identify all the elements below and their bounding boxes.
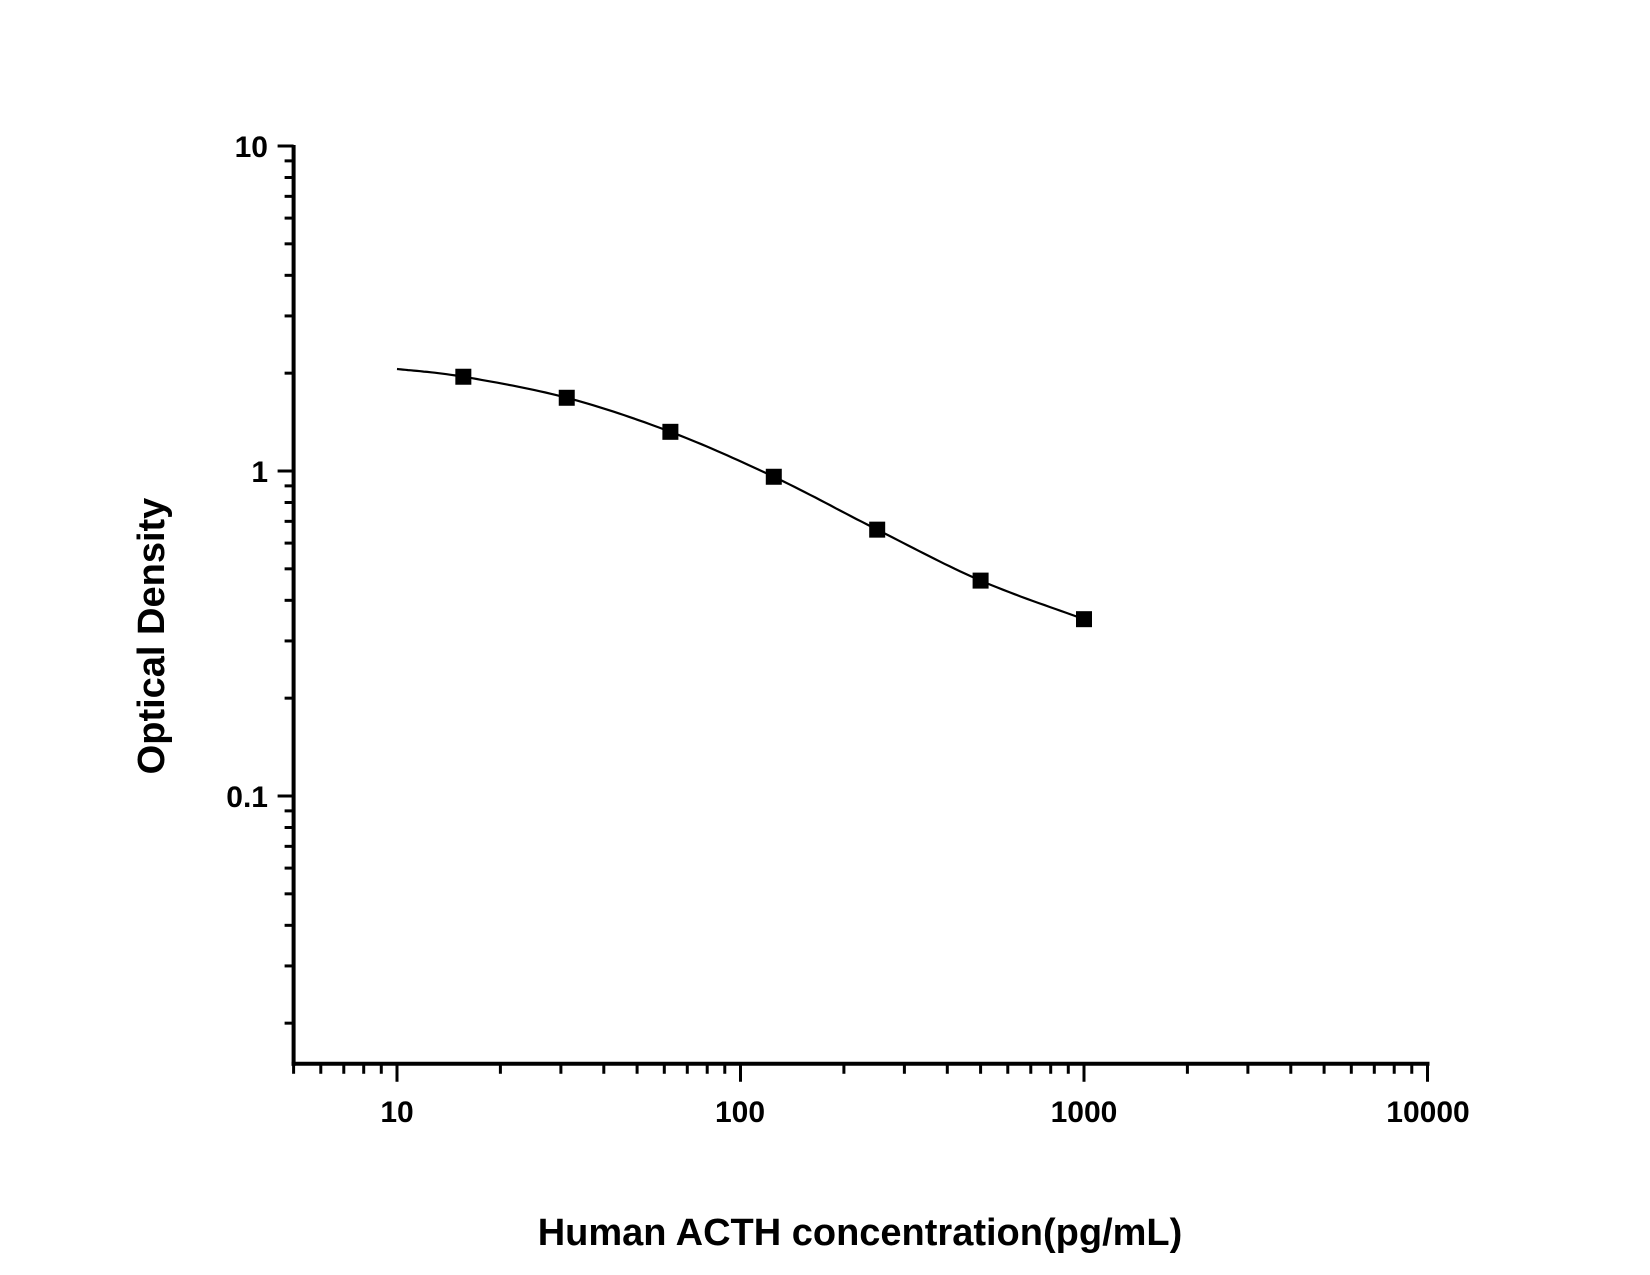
x-tick-label-100: 100 (715, 1096, 765, 1129)
data-point-marker (869, 521, 886, 538)
x-tick-label-10000: 10000 (1386, 1096, 1469, 1129)
x-axis-ticks (292, 1063, 1429, 1082)
data-point-marker (455, 368, 472, 385)
y-axis-ticks (277, 144, 294, 1025)
x-tick-label-1000: 1000 (1051, 1096, 1118, 1129)
data-point-marker (1076, 611, 1092, 628)
y-tick-label-1: 1 (251, 456, 268, 489)
data-point-marker (765, 468, 782, 485)
data-point-marker (662, 423, 679, 440)
axes (291, 145, 1430, 1066)
x-tick-label-10: 10 (380, 1096, 413, 1129)
data-point-marker (558, 389, 575, 406)
y-tick-label-0-1: 0.1 (226, 781, 268, 814)
y-axis-title: Optical Density (131, 498, 173, 775)
fitted-curve (396, 367, 1085, 621)
data-point-marker (972, 572, 989, 589)
y-tick-label-10: 10 (235, 131, 268, 164)
data-points (455, 368, 1092, 628)
x-axis-title: Human ACTH concentration(pg/mL) (538, 1212, 1183, 1254)
